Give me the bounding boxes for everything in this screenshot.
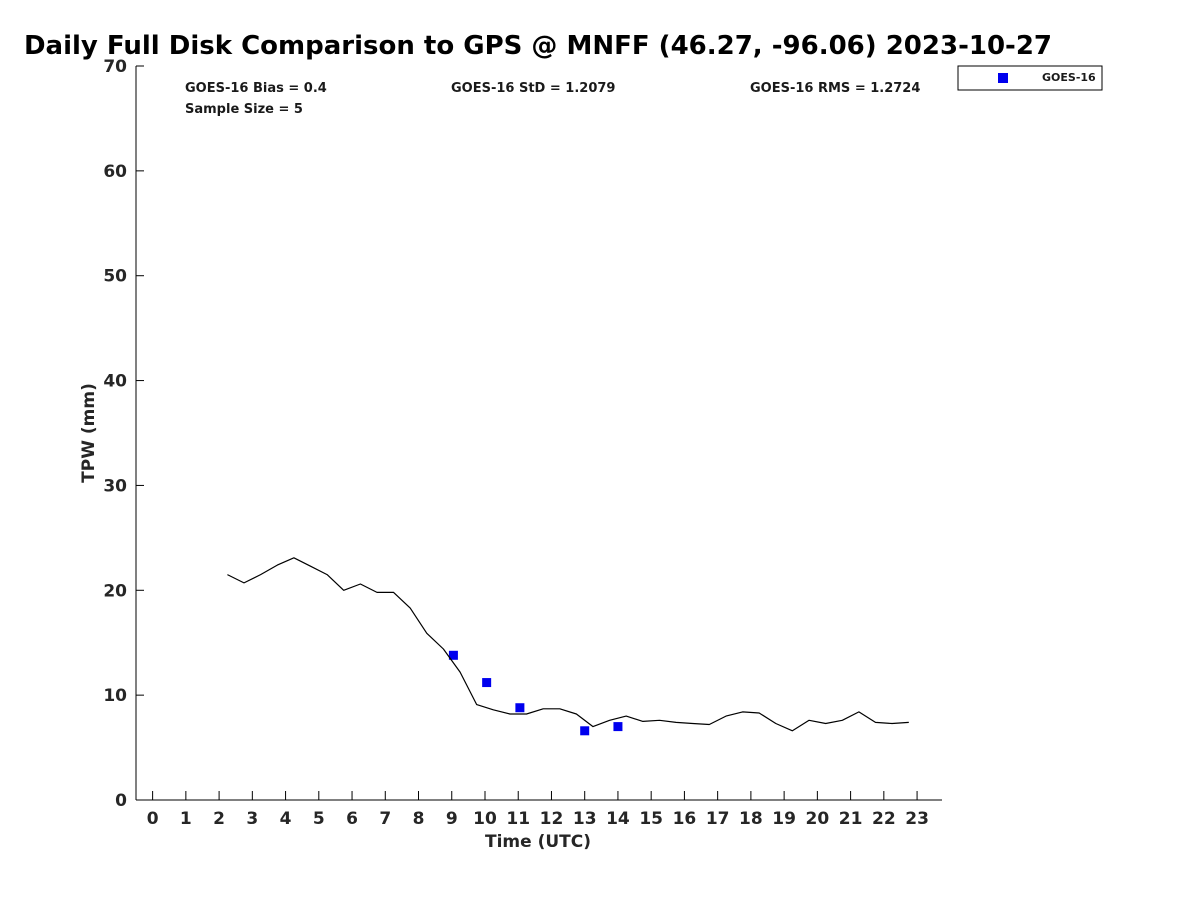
x-tick-label: 22 — [872, 809, 896, 829]
x-tick-label: 1 — [180, 809, 192, 829]
x-tick-label: 4 — [280, 809, 292, 829]
x-tick-label: 20 — [806, 809, 830, 829]
gps-tpw-line — [227, 557, 909, 732]
legend-label-goes16: GOES-16 — [1042, 71, 1096, 84]
stat-std: GOES-16 StD = 1.2079 — [451, 81, 615, 96]
x-tick-label: 13 — [573, 809, 597, 829]
x-tick-label: 8 — [413, 809, 425, 829]
y-axis: 0 10 20 30 40 50 60 70 — [103, 57, 144, 811]
legend: GOES-16 — [957, 65, 1103, 91]
goes16-point — [613, 722, 623, 732]
goes16-point — [515, 703, 525, 713]
x-tick-label: 5 — [313, 809, 325, 829]
goes16-point — [482, 678, 492, 688]
goes16-point — [580, 726, 590, 736]
plot-area — [136, 66, 942, 800]
x-tick-label: 7 — [379, 809, 391, 829]
goes16-point — [448, 650, 458, 660]
x-tick-label: 6 — [346, 809, 358, 829]
x-tick-label: 19 — [772, 809, 796, 829]
stat-bias: GOES-16 Bias = 0.4 — [185, 81, 327, 96]
chart-title: Daily Full Disk Comparison to GPS @ MNFF… — [24, 31, 1052, 61]
series-layer — [227, 557, 909, 736]
y-tick-label: 50 — [103, 267, 127, 287]
x-tick-label: 11 — [506, 809, 530, 829]
x-tick-label: 10 — [473, 809, 497, 829]
y-tick-label: 30 — [103, 476, 127, 496]
y-tick-label: 20 — [103, 581, 127, 601]
x-tick-label: 21 — [839, 809, 863, 829]
stat-rms: GOES-16 RMS = 1.2724 — [750, 81, 920, 96]
x-tick-label: 3 — [246, 809, 258, 829]
legend-box — [957, 65, 1103, 91]
x-tick-label: 12 — [540, 809, 564, 829]
x-tick-label: 18 — [739, 809, 763, 829]
legend-marker-goes16 — [998, 73, 1008, 83]
x-tick-label: 9 — [446, 809, 458, 829]
y-tick-label: 10 — [103, 686, 127, 706]
x-tick-label: 0 — [147, 809, 159, 829]
x-axis: 0 1 2 3 4 5 6 7 8 9 10 11 12 13 14 15 16 17 18 19 20 21 22 23 — [136, 791, 942, 829]
y-tick-label: 0 — [115, 791, 127, 811]
x-tick-label: 16 — [673, 809, 697, 829]
x-tick-label: 23 — [905, 809, 929, 829]
x-tick-label: 17 — [706, 809, 730, 829]
x-axis-label: Time (UTC) — [485, 832, 591, 852]
x-tick-label: 15 — [639, 809, 663, 829]
y-tick-label: 70 — [103, 57, 127, 77]
y-tick-label: 40 — [103, 372, 127, 392]
x-tick-label: 2 — [213, 809, 225, 829]
y-tick-label: 60 — [103, 162, 127, 182]
y-axis-label: TPW (mm) — [79, 383, 99, 483]
x-tick-label: 14 — [606, 809, 630, 829]
stat-sample-size: Sample Size = 5 — [185, 102, 303, 117]
